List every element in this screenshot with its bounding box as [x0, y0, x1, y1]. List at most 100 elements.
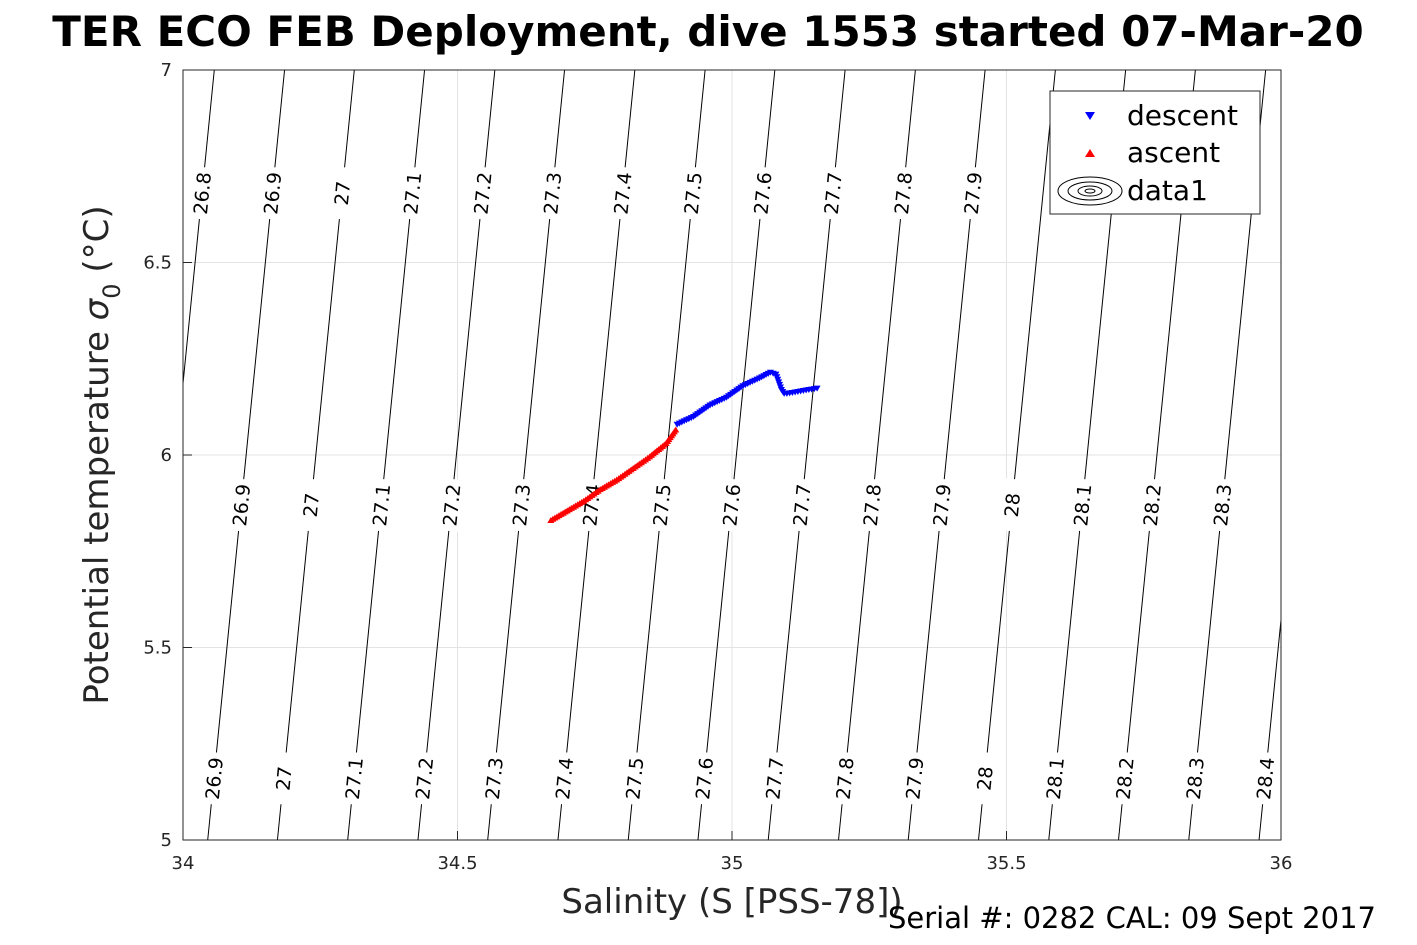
- contour-label-1-1: 26.9: [229, 483, 255, 527]
- data-markers: [547, 369, 821, 523]
- contour-label-2-4: 27.3: [482, 756, 508, 800]
- contour-label-bg-0-4: [398, 166, 426, 221]
- contour-label-0-3: 27: [331, 180, 355, 206]
- contour-label-0-2: 26.9: [260, 171, 286, 215]
- y-tick-label-2: 6: [161, 445, 172, 466]
- contour-label-1-8: 27.6: [719, 483, 745, 527]
- y-tick-label-0: 5: [161, 830, 172, 851]
- contour-label-0-9: 27.6: [750, 171, 776, 215]
- y-axis-label-unit: (°C): [77, 205, 117, 283]
- legend-contour-icon: [1057, 176, 1123, 206]
- contour-label-bg-1-11: [928, 478, 956, 533]
- contour-label-bg-2-12: [1041, 751, 1069, 806]
- legend: descent ascent data1: [1049, 90, 1261, 215]
- contour-label-1-10: 27.8: [860, 483, 886, 527]
- contour-label-bg-1-8: [717, 478, 745, 533]
- x-tick-label-2: 35: [721, 853, 744, 874]
- contour-label-1-15: 28.3: [1210, 483, 1236, 527]
- contour-label-bg-2-15: [1251, 751, 1279, 806]
- contour-label-2-2: 27.1: [342, 756, 368, 800]
- contour-label-2-5: 27.4: [552, 756, 578, 800]
- contour-label-bg-2-4: [480, 751, 508, 806]
- contour-label-bg-0-10: [819, 166, 847, 221]
- contour-label-2-14: 28.3: [1183, 756, 1209, 800]
- contour-label-0-12: 27.9: [961, 171, 987, 215]
- contour-label-0-10: 27.7: [821, 171, 847, 215]
- contour-label-bg-2-11: [971, 751, 999, 806]
- serial-cal-footer: Serial #: 0282 CAL: 09 Sept 2017: [888, 901, 1376, 935]
- x-tick-label-0: 34: [172, 853, 195, 874]
- contour-label-bg-1-1: [227, 478, 255, 533]
- contour-label-bg-1-12: [998, 478, 1026, 533]
- contour-label-2-3: 27.2: [412, 756, 438, 800]
- contour-label-2-11: 28: [973, 765, 997, 791]
- contour-label-2-8: 27.7: [762, 756, 788, 800]
- contour-label-0-1: 26.8: [190, 171, 216, 215]
- chart-title: TER ECO FEB Deployment, dive 1553 starte…: [52, 7, 1363, 56]
- contour-label-1-9: 27.7: [790, 483, 816, 527]
- contour-label-bg-2-3: [410, 751, 438, 806]
- y-axis-label-subscript: 0: [98, 283, 126, 298]
- contour-label-2-6: 27.5: [622, 756, 648, 800]
- x-tick-label-1: 34.5: [437, 853, 477, 874]
- contour-label-2-0: 26.9: [202, 756, 228, 800]
- contour-label-bg-1-10: [858, 478, 886, 533]
- contour-label-bg-1-7: [648, 478, 676, 533]
- contour-label-1-13: 28.1: [1070, 483, 1096, 527]
- x-axis-label: Salinity (S [PSS-78]): [561, 882, 902, 922]
- x-axis-ticks: 34 34.5 35 35.5 36: [172, 831, 1293, 874]
- x-tick-label-4: 36: [1270, 853, 1293, 874]
- contour-label-1-4: 27.2: [439, 483, 465, 527]
- contour-label-2-1: 27: [272, 765, 296, 791]
- contour-label-bg-2-9: [831, 751, 859, 806]
- contour-label-bg-0-7: [609, 166, 637, 221]
- legend-ascent-marker: [1085, 149, 1095, 157]
- legend-box: [1049, 90, 1261, 215]
- contour-label-2-7: 27.6: [692, 756, 718, 800]
- contour-label-bg-0-12: [959, 166, 987, 221]
- contour-label-bg-0-8: [679, 166, 707, 221]
- legend-descent-marker: [1085, 112, 1095, 120]
- legend-descent-label: descent: [1127, 99, 1238, 132]
- contour-label-1-12: 28: [1001, 492, 1025, 518]
- contour-label-bg-2-14: [1181, 751, 1209, 806]
- contour-label-bg-1-14: [1138, 478, 1166, 533]
- contour-label-bg-2-6: [620, 751, 648, 806]
- contour-label-1-11: 27.9: [930, 483, 956, 527]
- contour-label-2-13: 28.2: [1113, 756, 1139, 800]
- legend-data1-label: data1: [1127, 174, 1208, 207]
- contour-label-bg-0-2: [258, 166, 286, 221]
- y-axis-label-main: Potential temperature: [77, 320, 117, 704]
- y-axis-label: Potential temperature σ0 (°C): [77, 205, 126, 704]
- contour-label-bg-2-1: [270, 751, 298, 806]
- contour-label-bg-2-13: [1111, 751, 1139, 806]
- isopycnal-line-28: [978, 69, 1056, 841]
- contour-label-bg-1-13: [1068, 478, 1096, 533]
- contour-label-bg-0-11: [889, 166, 917, 221]
- contour-label-bg-2-0: [200, 751, 228, 806]
- y-axis-label-sigma: σ: [77, 297, 117, 320]
- contour-label-2-10: 27.9: [902, 756, 928, 800]
- contour-label-1-7: 27.5: [650, 483, 676, 527]
- contour-label-bg-2-8: [760, 751, 788, 806]
- x-tick-label-3: 35.5: [986, 853, 1026, 874]
- y-tick-label-3: 6.5: [143, 253, 172, 274]
- contour-label-2-9: 27.8: [833, 756, 859, 800]
- contour-label-bg-2-2: [340, 751, 368, 806]
- contour-label-1-5: 27.3: [509, 483, 535, 527]
- contour-label-bg-2-5: [550, 751, 578, 806]
- contour-label-bg-1-5: [507, 478, 535, 533]
- contour-label-0-7: 27.4: [610, 171, 636, 215]
- y-axis-ticks: 5 5.5 6 6.5 7: [143, 60, 192, 851]
- descent-marker-64: [813, 385, 821, 392]
- contour-label-bg-1-2: [297, 478, 325, 533]
- contour-label-2-12: 28.1: [1043, 756, 1069, 800]
- contour-label-0-8: 27.5: [681, 171, 707, 215]
- ascent-marker-64: [672, 426, 680, 433]
- contour-label-0-11: 27.8: [891, 171, 917, 215]
- contour-label-bg-2-7: [690, 751, 718, 806]
- contour-label-bg-0-6: [538, 166, 566, 221]
- contour-label-bg-0-3: [328, 166, 356, 221]
- contour-label-0-6: 27.3: [540, 171, 566, 215]
